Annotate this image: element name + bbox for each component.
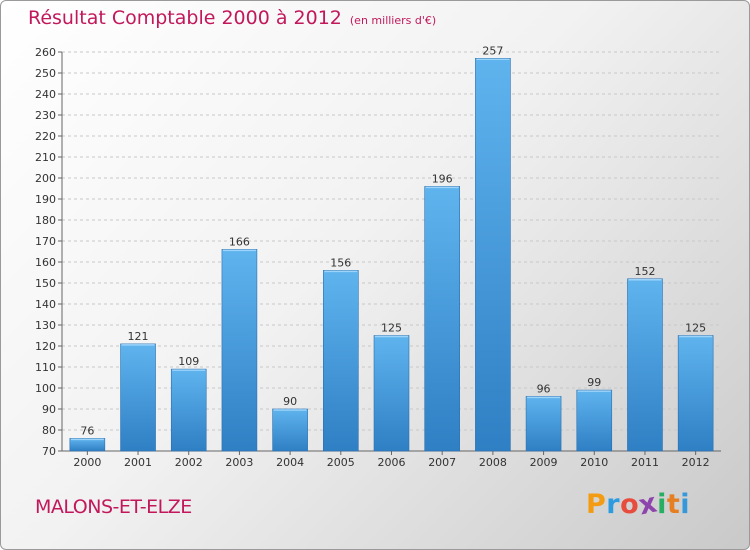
x-tick-label-2011: 2011 [631, 456, 659, 469]
logo-letter: P [586, 489, 607, 520]
y-tick-label: 140 [35, 298, 56, 311]
value-label-2002: 109 [178, 355, 199, 368]
value-label-2007: 196 [432, 172, 453, 185]
label-layer: 76 121 109 166 90 156 125 196 257 96 99 152 125 [80, 44, 706, 437]
x-tick-label-2010: 2010 [580, 456, 608, 469]
value-label-2009: 96 [537, 382, 551, 395]
x-tick-label-2012: 2012 [682, 456, 710, 469]
bar-2011 [627, 278, 663, 452]
x-tick-label-2001: 2001 [124, 456, 152, 469]
chart-subtitle: (en milliers d'€) [349, 14, 437, 27]
value-label-2012: 125 [685, 322, 706, 335]
y-tick-label: 240 [35, 88, 56, 101]
y-tick-label: 170 [35, 235, 56, 248]
x-tick-label-2000: 2000 [73, 456, 101, 469]
bar-2012 [677, 335, 714, 452]
value-label-2008: 257 [482, 44, 503, 57]
x-tick-label-2007: 2007 [428, 456, 456, 469]
y-tick-label: 210 [35, 151, 56, 164]
value-label-2010: 99 [587, 376, 601, 389]
value-label-2004: 90 [283, 395, 297, 408]
logo-letter: i [657, 489, 667, 520]
x-tick-label-2004: 2004 [276, 456, 304, 469]
y-tick-label: 130 [35, 319, 56, 332]
y-tick-label: 250 [35, 67, 56, 80]
value-label-2003: 166 [229, 235, 250, 248]
y-tick-label: 230 [35, 109, 56, 122]
logo-letter: t [666, 489, 681, 520]
y-tick-label: 100 [35, 382, 56, 395]
value-label-2006: 125 [381, 322, 402, 335]
bar-2006 [373, 335, 410, 452]
axis-layer: 7080901001101201301401501601701801902002… [35, 46, 721, 469]
bar-layer [69, 57, 714, 452]
bar-2010 [576, 389, 613, 452]
value-label-2001: 121 [128, 330, 149, 343]
x-tick-label-2006: 2006 [378, 456, 406, 469]
value-label-2000: 76 [80, 424, 94, 437]
chart-title-block: Résultat Comptable 2000 à 2012 (en millie… [28, 7, 436, 29]
y-tick-label: 180 [35, 214, 56, 227]
y-tick-label: 200 [35, 172, 56, 185]
bar-2009 [525, 396, 562, 452]
y-tick-label: 90 [42, 403, 56, 416]
y-tick-label: 120 [35, 340, 56, 353]
x-tick-label-2009: 2009 [530, 456, 558, 469]
value-label-2011: 152 [634, 265, 655, 278]
value-label-2005: 156 [330, 256, 351, 269]
y-tick-label: 260 [35, 46, 56, 59]
logo-letter: o [620, 489, 640, 520]
logo-letter: r [606, 489, 621, 520]
proxiti-logo[interactable]: Proxiti [586, 487, 691, 521]
bar-2004 [272, 408, 308, 452]
bar-2000 [69, 438, 106, 452]
x-tick-label-2008: 2008 [479, 456, 507, 469]
chart-title: Résultat Comptable 2000 à 2012 [28, 7, 342, 29]
bar-2005 [323, 270, 359, 452]
x-tick-label-2002: 2002 [175, 456, 203, 469]
logo-letter: i [680, 489, 691, 520]
bar-2008 [475, 57, 511, 452]
bar-2001 [120, 343, 156, 452]
x-tick-label-2003: 2003 [225, 456, 253, 469]
x-tick-label-2005: 2005 [327, 456, 355, 469]
bar-2003 [221, 249, 258, 452]
y-tick-label: 80 [42, 424, 56, 437]
commune-name: MALONS-ET-ELZE [35, 496, 192, 518]
y-tick-label: 110 [35, 361, 56, 374]
bar-2002 [170, 368, 207, 452]
y-tick-label: 160 [35, 256, 56, 269]
y-tick-label: 190 [35, 193, 56, 206]
y-tick-label: 150 [35, 277, 56, 290]
bar-2007 [424, 186, 460, 452]
y-tick-label: 70 [42, 445, 56, 458]
y-tick-label: 220 [35, 130, 56, 143]
